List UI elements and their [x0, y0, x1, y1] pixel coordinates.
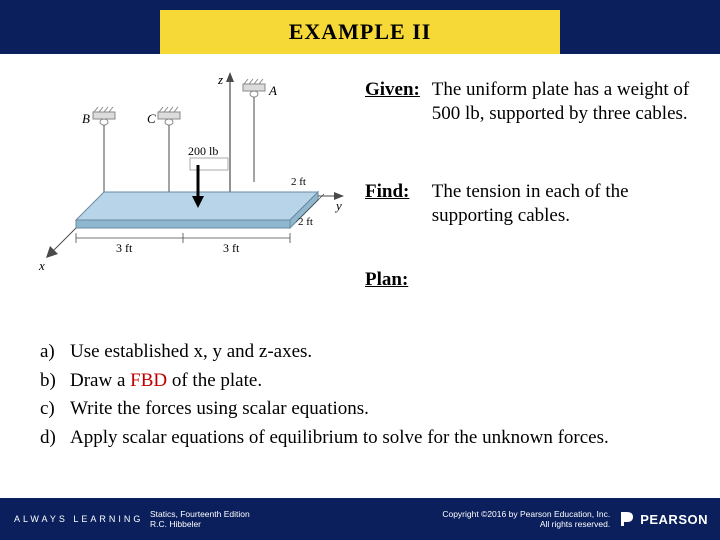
- plan-list: a) Use established x, y and z-axes. b) D…: [40, 338, 609, 452]
- footer-copyright: Copyright ©2016 by Pearson Education, In…: [442, 509, 618, 529]
- given-row: Given: The uniform plate has a weight of…: [365, 78, 712, 126]
- item-a: Use established x, y and z-axes.: [70, 338, 312, 367]
- plan-label: Plan:: [365, 268, 427, 292]
- title-bar: EXAMPLE II: [0, 0, 720, 54]
- axis-z-label: z: [217, 72, 223, 87]
- item-d: Apply scalar equations of equilibrium to…: [70, 424, 609, 453]
- plan-row: Plan:: [365, 268, 427, 292]
- bullet-b: b): [40, 367, 70, 396]
- pearson-text: PEARSON: [640, 512, 708, 527]
- find-label: Find:: [365, 180, 427, 204]
- fbd-highlight: FBD: [130, 370, 167, 391]
- bullet-d: d): [40, 424, 70, 453]
- footer-book: Statics, Fourteenth Edition R.C. Hibbele…: [150, 509, 370, 529]
- dim-2ft-1: 2 ft: [298, 216, 313, 228]
- footer-book-title: Statics, Fourteenth Edition: [150, 509, 370, 519]
- pearson-logo: PEARSON: [618, 510, 720, 528]
- footer-book-author: R.C. Hibbeler: [150, 519, 370, 529]
- find-body: The tension in each of the supporting ca…: [432, 180, 712, 228]
- dim-3ft-1: 3 ft: [116, 241, 133, 255]
- title-highlight: EXAMPLE II: [160, 10, 560, 54]
- footer-bar: ALWAYS LEARNING Statics, Fourteenth Edit…: [0, 498, 720, 540]
- pearson-icon: [618, 510, 636, 528]
- list-item: a) Use established x, y and z-axes.: [40, 338, 609, 367]
- svg-text:B: B: [82, 111, 90, 126]
- svg-text:C: C: [147, 111, 156, 126]
- load-label: 200 lb: [188, 144, 218, 158]
- list-item: b) Draw a FBD of the plate.: [40, 367, 609, 396]
- slide-title: EXAMPLE II: [289, 19, 432, 45]
- axis-x-label: x: [38, 258, 45, 273]
- svg-text:A: A: [268, 83, 277, 98]
- find-row: Find: The tension in each of the support…: [365, 180, 712, 228]
- axis-y-label: y: [334, 198, 342, 213]
- given-label: Given:: [365, 78, 427, 102]
- bullet-a: a): [40, 338, 70, 367]
- bullet-c: c): [40, 395, 70, 424]
- dim-2ft-2: 2 ft: [291, 176, 306, 188]
- plate-diagram: z A B C 200 lb y x 3 ft 3 ft: [38, 70, 348, 280]
- list-item: c) Write the forces using scalar equatio…: [40, 395, 609, 424]
- item-b: Draw a FBD of the plate.: [70, 367, 262, 396]
- list-item: d) Apply scalar equations of equilibrium…: [40, 424, 609, 453]
- item-c: Write the forces using scalar equations.: [70, 395, 369, 424]
- given-body: The uniform plate has a weight of 500 lb…: [432, 78, 712, 126]
- dim-3ft-2: 3 ft: [223, 241, 240, 255]
- footer-always-learning: ALWAYS LEARNING: [0, 514, 150, 524]
- plate-front: [76, 220, 290, 228]
- anchor-A: A: [243, 79, 277, 182]
